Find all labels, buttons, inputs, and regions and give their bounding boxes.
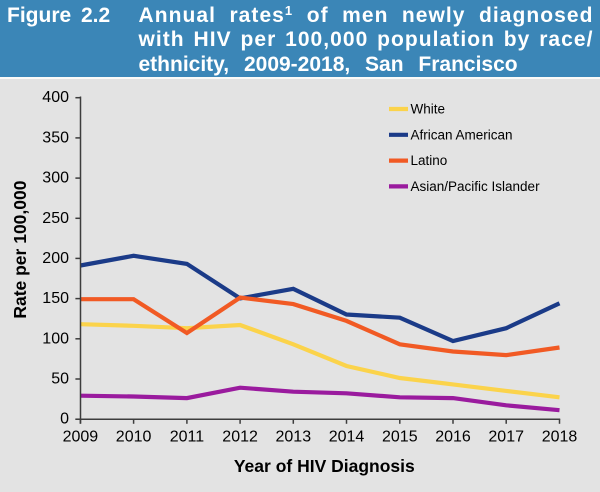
svg-text:African American: African American	[411, 127, 513, 142]
svg-text:White: White	[411, 102, 446, 117]
svg-text:350: 350	[42, 129, 69, 146]
svg-text:Rate per 100,000: Rate per 100,000	[10, 180, 30, 318]
svg-text:2013: 2013	[276, 429, 312, 446]
svg-text:2011: 2011	[170, 429, 205, 446]
svg-text:2017: 2017	[488, 429, 524, 446]
svg-text:150: 150	[42, 290, 69, 307]
svg-text:2009: 2009	[63, 429, 99, 446]
svg-text:300: 300	[42, 170, 69, 187]
svg-text:Latino: Latino	[411, 153, 448, 168]
svg-text:0: 0	[60, 411, 69, 428]
svg-text:200: 200	[42, 250, 69, 267]
svg-text:2014: 2014	[329, 429, 365, 446]
svg-text:2018: 2018	[542, 429, 578, 446]
svg-text:Asian/Pacific Islander: Asian/Pacific Islander	[411, 179, 541, 194]
svg-text:2016: 2016	[435, 429, 471, 446]
svg-text:400: 400	[42, 89, 69, 106]
svg-text:50: 50	[51, 371, 69, 388]
svg-text:Year of HIV Diagnosis: Year of HIV Diagnosis	[234, 456, 415, 476]
svg-text:250: 250	[42, 210, 69, 227]
svg-text:2015: 2015	[382, 429, 418, 446]
svg-text:100: 100	[42, 330, 69, 347]
svg-text:2010: 2010	[116, 429, 152, 446]
svg-text:2012: 2012	[222, 429, 258, 446]
